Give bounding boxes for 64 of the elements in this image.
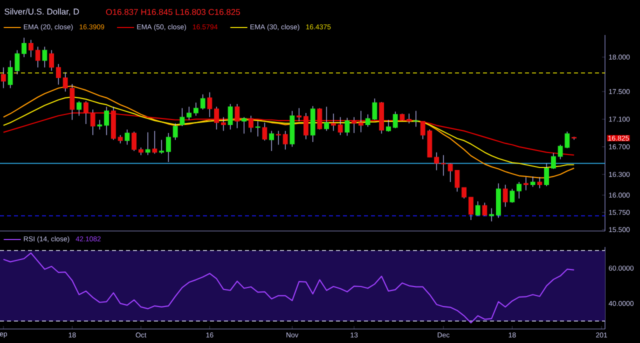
text: O16.837 H16.845 L16.803 C16.825	[106, 8, 240, 15]
candlestick	[132, 131, 137, 152]
candlestick	[475, 200, 480, 216]
candlestick	[317, 108, 322, 130]
candlestick	[242, 116, 247, 134]
candlestick	[42, 46, 48, 68]
candlestick	[530, 176, 536, 188]
chart-title: Silver/U.S. Dollar, D	[4, 8, 79, 16]
candlestick	[462, 187, 467, 199]
candlestick	[220, 116, 226, 132]
candlestick	[550, 152, 556, 170]
candlestick	[207, 92, 212, 118]
candlestick	[234, 104, 240, 129]
candlestick	[303, 112, 308, 140]
candlestick	[406, 113, 412, 124]
candlestick	[537, 176, 542, 189]
candlestick	[262, 122, 268, 141]
candlestick	[200, 94, 206, 110]
candlestick	[344, 117, 350, 136]
candlestick	[76, 100, 82, 116]
candlestick	[523, 176, 528, 191]
candlestick	[440, 154, 446, 176]
candlestick	[83, 100, 88, 124]
candlestick	[489, 208, 494, 222]
candlestick	[145, 132, 150, 156]
candlestick	[296, 108, 302, 122]
candlestick	[180, 108, 185, 126]
candlestick	[282, 130, 288, 150]
candlestick	[193, 102, 198, 116]
candlestick	[56, 64, 61, 86]
candlestick	[49, 50, 54, 72]
candlestick	[159, 140, 164, 154]
candlestick	[324, 106, 330, 132]
candlestick	[434, 152, 440, 171]
candlestick	[35, 46, 40, 68]
candlestick	[97, 120, 102, 130]
candlestick	[413, 110, 418, 128]
candlestick	[338, 116, 343, 136]
candlestick	[544, 163, 550, 186]
candlestick	[214, 106, 220, 130]
candlestick	[482, 202, 488, 216]
candlestick	[152, 130, 158, 154]
candlestick	[352, 116, 357, 134]
candlestick	[468, 196, 474, 220]
candlestick	[0, 67, 6, 88]
candlestick	[104, 106, 110, 136]
candlestick	[90, 109, 96, 136]
candlestick	[358, 110, 364, 133]
candlestick	[510, 188, 515, 204]
candlestick	[276, 130, 281, 146]
candlestick	[22, 37, 27, 58]
candlestick	[269, 130, 274, 152]
candlestick	[186, 106, 192, 120]
candlestick	[172, 122, 178, 140]
candlestick	[166, 132, 171, 162]
candlestick	[392, 111, 398, 129]
candlestick	[255, 120, 260, 137]
candlestick	[502, 184, 508, 208]
candlestick	[330, 113, 336, 132]
candlestick	[516, 182, 522, 199]
candlestick	[228, 104, 233, 130]
candlestick	[124, 129, 130, 146]
candlestick	[28, 39, 34, 58]
candlestick	[248, 115, 254, 133]
